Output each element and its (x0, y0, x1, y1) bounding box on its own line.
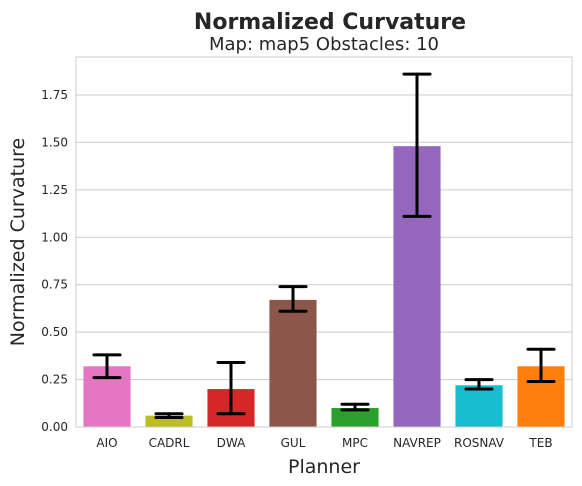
x-tick-label: DWA (217, 436, 246, 450)
y-tick-label: 0.25 (41, 373, 68, 387)
x-tick-label: GUL (281, 436, 306, 450)
x-tick-label: ROSNAV (454, 436, 505, 450)
y-axis-label: Normalized Curvature (7, 138, 29, 346)
y-tick-label: 1.25 (41, 183, 68, 197)
x-tick-label: AIO (96, 436, 117, 450)
y-tick-label: 0.00 (41, 420, 68, 434)
x-tick-label: CADRL (149, 436, 190, 450)
y-tick-label: 1.75 (41, 88, 68, 102)
x-tick-label: MPC (342, 436, 368, 450)
chart-subtitle: Map: map5 Obstacles: 10 (209, 34, 439, 55)
bar-gul (269, 300, 316, 427)
y-tick-label: 0.50 (41, 325, 68, 339)
chart-title: Normalized Curvature (194, 10, 466, 35)
y-tick-label: 1.50 (41, 135, 68, 149)
x-tick-label: NAVREP (393, 436, 441, 450)
x-tick-label: TEB (528, 436, 552, 450)
bar-rosnav (455, 385, 502, 427)
y-tick-label: 1.00 (41, 230, 68, 244)
y-tick-label: 0.75 (41, 278, 68, 292)
x-axis-label: Planner (288, 456, 360, 478)
